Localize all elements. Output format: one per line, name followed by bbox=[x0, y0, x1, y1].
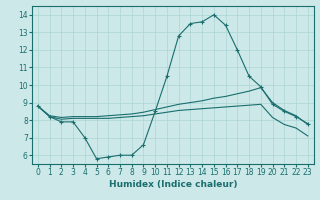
X-axis label: Humidex (Indice chaleur): Humidex (Indice chaleur) bbox=[108, 180, 237, 189]
